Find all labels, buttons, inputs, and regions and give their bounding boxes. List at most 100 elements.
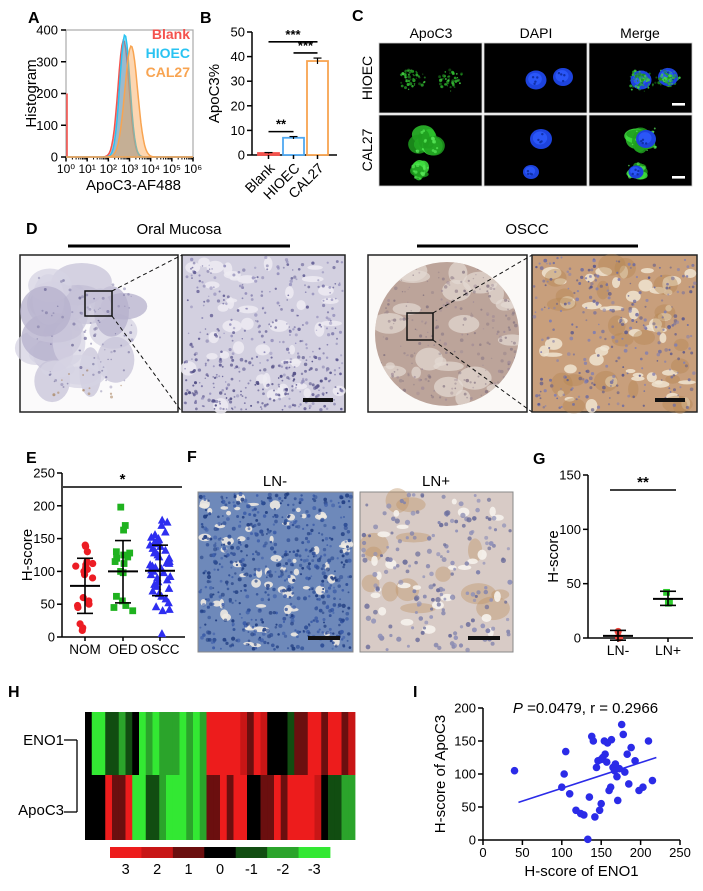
svg-text:-3: -3 <box>308 862 321 878</box>
lymph-node-ihc-images <box>197 488 514 653</box>
svg-text:3: 3 <box>122 862 130 878</box>
svg-text:50: 50 <box>567 576 581 591</box>
svg-text:LN-: LN- <box>607 642 630 658</box>
immunofluorescence-images <box>378 42 693 187</box>
svg-text:LN+: LN+ <box>655 642 681 658</box>
panel-b: B 0 10 20 30 40 50 Blank HIOEC CAL27 *** *** ** ApoC… <box>195 8 345 213</box>
svg-text:100: 100 <box>454 767 476 782</box>
svg-text:-2: -2 <box>276 862 289 878</box>
panel-g-label: G <box>533 451 546 468</box>
svg-text:0: 0 <box>479 845 486 860</box>
ln-hscore-scatter-chart: 0 50 100 150 LN- LN+ ** H-score <box>545 468 693 658</box>
svg-text:50: 50 <box>462 800 476 815</box>
panel-d-label: D <box>26 221 38 238</box>
svg-text:50: 50 <box>515 845 529 860</box>
panel-h: H ENO1 ApoC3 3 2 1 0 -1 -2 -3 <box>0 680 360 891</box>
panel-h-label: H <box>8 684 20 701</box>
column-header-merge: Merge <box>620 25 660 41</box>
svg-text:Blank: Blank <box>152 26 190 42</box>
svg-text:150: 150 <box>590 845 612 860</box>
svg-text:H-score: H-score <box>545 530 562 583</box>
column-header-apoc3: ApoC3 <box>409 25 453 41</box>
svg-text:CAL27: CAL27 <box>146 64 191 80</box>
heatmap-row-label-apoc3: ApoC3 <box>18 802 64 819</box>
svg-text:H-score: H-score <box>19 529 36 582</box>
svg-text:1: 1 <box>185 862 193 878</box>
svg-text:ApoC3-AF488: ApoC3-AF488 <box>86 177 181 194</box>
svg-text:-1: -1 <box>245 862 258 878</box>
panel-i-label: I <box>413 684 418 701</box>
svg-text:*: * <box>120 471 126 488</box>
svg-text:30: 30 <box>231 74 245 89</box>
svg-text:***: *** <box>298 38 314 53</box>
panel-e-label: E <box>26 450 37 467</box>
expression-heatmap: 3 2 1 0 -1 -2 -3 <box>64 712 356 878</box>
svg-text:0: 0 <box>48 630 55 645</box>
svg-text:200: 200 <box>33 498 55 513</box>
svg-text:40: 40 <box>231 49 245 64</box>
flow-histogram-chart: 0 100 200 300 400 10⁰ 10¹ 10² 10³ 10⁴ 10⁵ 10⁶ Blank H… <box>23 23 202 195</box>
svg-text:100: 100 <box>33 564 55 579</box>
svg-text:200: 200 <box>630 845 652 860</box>
correlation-annotation: P =0.0479, r = 0.2966 <box>478 700 693 717</box>
svg-text:150: 150 <box>33 531 55 546</box>
svg-text:ApoC3%: ApoC3% <box>206 64 223 123</box>
p-value-symbol: P <box>512 700 523 717</box>
panel-g: G 0 50 100 150 LN- LN+ ** H-score <box>530 445 703 660</box>
image-title-ln-neg: LN- <box>262 473 288 490</box>
group-title-oscc: OSCC <box>505 221 549 238</box>
panel-c-label: C <box>352 8 364 25</box>
svg-text:250: 250 <box>669 845 691 860</box>
svg-text:300: 300 <box>36 54 58 69</box>
p-value-text: =0.0479, r = 0.2966 <box>522 700 659 717</box>
svg-text:10⁴: 10⁴ <box>141 162 160 176</box>
svg-text:**: ** <box>276 117 287 132</box>
svg-text:100: 100 <box>559 522 581 537</box>
svg-text:HIOEC: HIOEC <box>146 45 190 61</box>
svg-text:10²: 10² <box>100 162 117 176</box>
hscore-group-scatter-chart: 0 50 100 150 200 250 NOM OED OSCC * H-score <box>19 466 185 657</box>
svg-text:400: 400 <box>36 23 58 38</box>
group-title-oral-mucosa: Oral Mucosa <box>136 221 222 238</box>
svg-text:0: 0 <box>469 833 476 848</box>
svg-text:0: 0 <box>238 148 245 163</box>
svg-text:50: 50 <box>231 25 245 40</box>
panel-a-label: A <box>28 10 40 27</box>
row-label-hioec: HIOEC <box>359 55 375 101</box>
svg-text:Histogram: Histogram <box>23 59 40 127</box>
svg-text:10⁰: 10⁰ <box>57 162 75 176</box>
svg-text:100: 100 <box>551 845 573 860</box>
correlation-scatter-chart: 0 50 100 150 200 0 50 100 150 200 250 H-score of EN… <box>432 701 691 881</box>
image-title-ln-pos: LN+ <box>422 473 450 490</box>
svg-text:250: 250 <box>33 466 55 481</box>
svg-text:0: 0 <box>51 150 58 165</box>
svg-text:20: 20 <box>231 98 245 113</box>
svg-text:150: 150 <box>454 734 476 749</box>
svg-text:50: 50 <box>41 597 55 612</box>
svg-text:200: 200 <box>36 86 58 101</box>
svg-text:OED: OED <box>108 642 138 657</box>
panel-c: C ApoC3 DAPI Merge HIOEC CAL27 <box>350 8 703 193</box>
svg-text:10³: 10³ <box>121 162 138 176</box>
svg-text:10: 10 <box>231 123 245 138</box>
panel-d: D Oral Mucosa OSCC <box>10 215 703 420</box>
svg-text:0: 0 <box>574 631 581 646</box>
svg-text:10⁵: 10⁵ <box>163 162 181 176</box>
svg-text:***: *** <box>285 27 301 42</box>
panel-f-label: F <box>187 449 197 466</box>
svg-text:150: 150 <box>559 468 581 483</box>
svg-text:2: 2 <box>153 862 161 878</box>
svg-text:10¹: 10¹ <box>78 162 95 176</box>
svg-text:NOM: NOM <box>69 642 101 657</box>
panel-b-label: B <box>200 10 212 27</box>
row-label-cal27: CAL27 <box>359 128 375 172</box>
panel-a: A 0 100 200 300 400 10⁰ 10¹ 10² 10³ 10⁴ 10⁵ 10⁶ Blan… <box>20 8 220 213</box>
svg-text:H-score of ApoC3: H-score of ApoC3 <box>432 715 449 833</box>
svg-text:0: 0 <box>216 862 224 878</box>
panel-e: E 0 50 100 150 200 250 NOM OED OSCC * H-score <box>19 445 205 660</box>
svg-text:100: 100 <box>36 118 58 133</box>
ihc-tissue-images <box>14 244 698 414</box>
column-header-dapi: DAPI <box>519 25 553 41</box>
